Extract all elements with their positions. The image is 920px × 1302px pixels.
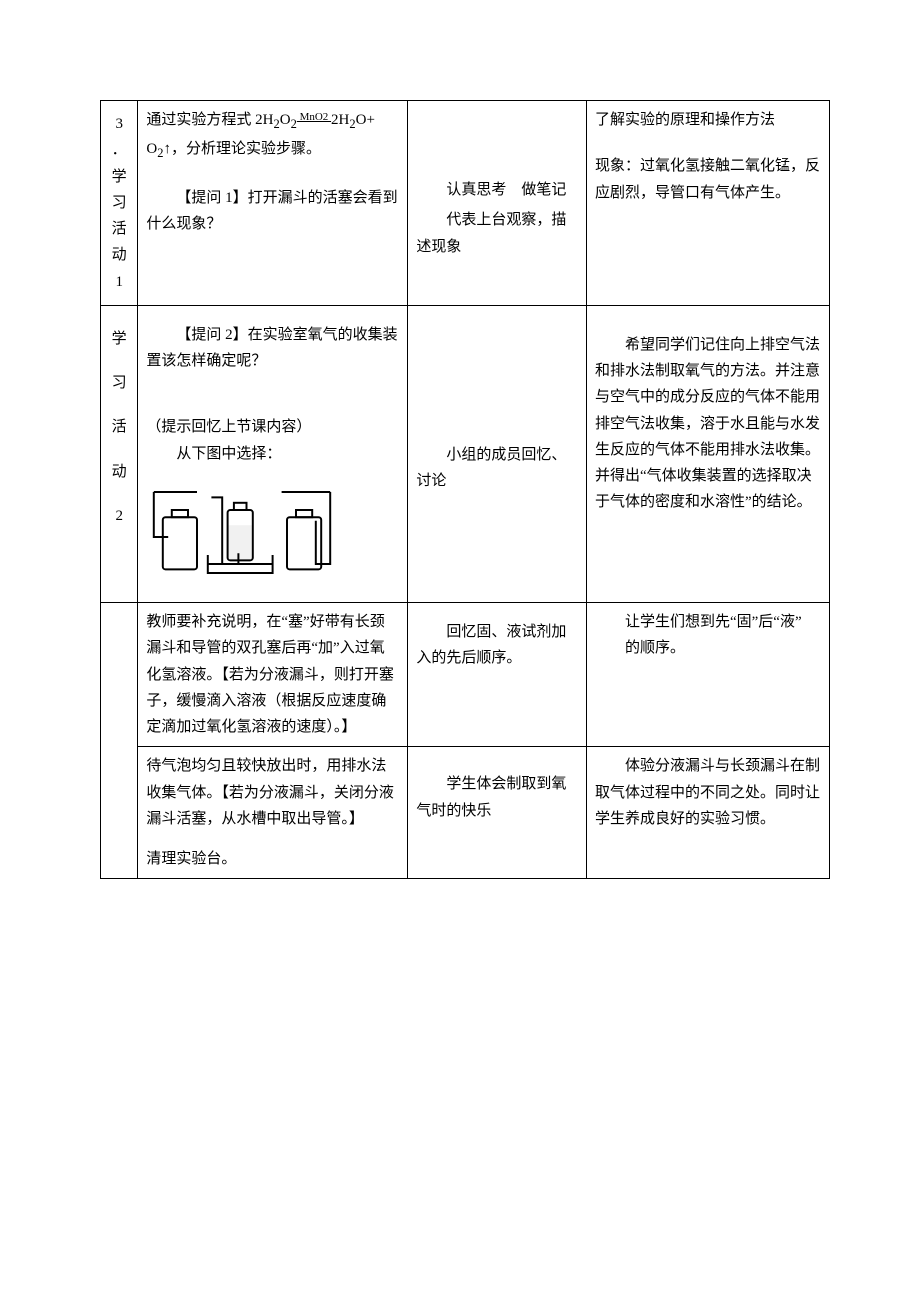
apparatus-diagram [152, 473, 332, 583]
hint-text: （提示回忆上节课内容） [146, 414, 399, 440]
label-char: 学 [105, 326, 133, 352]
spacer [416, 312, 578, 442]
eq-part: ↑，分析理论实验步骤。 [163, 141, 321, 157]
teacher-text: 教师要补充说明，在“塞”好带有长颈漏斗和导管的双孔塞后再“加”入过氧化氢溶液。【… [146, 609, 399, 740]
label-char: 活 [105, 216, 133, 242]
intent-text: 希望同学们记住向上排空气法和排水法制取氧气的方法。并注意与空气中的成分反应的气体… [595, 332, 821, 516]
intent-cell: 体验分液漏斗与长颈漏斗在制取气体过程中的不同之处。同时让学生养成良好的实验习惯。 [586, 747, 829, 879]
spacer [146, 312, 399, 322]
intent-text: 让学生们想到先“固”后“液” [595, 609, 821, 635]
student-cell: 认真思考 做笔记 代表上台观察，描述现象 [408, 101, 587, 306]
intent-cell: 了解实验的原理和操作方法 现象：过氧化氢接触二氧化锰，反应剧烈，导管口有气体产生… [586, 101, 829, 306]
spacer [416, 609, 578, 619]
eq-part: 2H [331, 112, 349, 128]
table-row: 3 ． 学 习 活 动 1 通过实验方程式 2H2O2 MnO2 2H2O+ O… [101, 101, 830, 306]
student-text: 代表上台观察，描述现象 [416, 207, 578, 260]
row-label: 3 ． 学 习 活 动 1 [101, 101, 138, 306]
row-label: 学 习 活 动 2 [101, 305, 138, 602]
eq-part: 通过实验方程式 2H [146, 112, 273, 128]
label-char: 活 [105, 414, 133, 440]
spacer [595, 312, 821, 332]
teacher-cell: 教师要补充说明，在“塞”好带有长颈漏斗和导管的双孔塞后再“加”入过氧化氢溶液。【… [138, 603, 408, 747]
teacher-text: 清理实验台。 [146, 846, 399, 872]
equation-text: 通过实验方程式 2H2O2 MnO2 2H2O+ O2↑，分析理论实验步骤。 [146, 107, 399, 165]
intent-text: 的顺序。 [595, 635, 821, 661]
label-char: 2 [105, 503, 133, 529]
table-row: 待气泡均匀且较快放出时，用排水法收集气体。【若为分液漏斗，关闭分液漏斗活塞，从水… [101, 747, 830, 879]
intent-text: 了解实验的原理和操作方法 [595, 107, 821, 133]
student-text: 小组的成员回忆、讨论 [416, 442, 578, 495]
eq-catalyst: MnO2 [297, 111, 331, 123]
student-text: 学生体会制取到氧气时的快乐 [416, 771, 578, 824]
row-label [101, 603, 138, 879]
spacer [146, 832, 399, 846]
teacher-text: 待气泡均匀且较快放出时，用排水法收集气体。【若为分液漏斗，关闭分液漏斗活塞，从水… [146, 753, 399, 832]
intent-text: 现象：过氧化氢接触二氧化锰，反应剧烈，导管口有气体产生。 [595, 153, 821, 206]
lesson-plan-table: 3 ． 学 习 活 动 1 通过实验方程式 2H2O2 MnO2 2H2O+ O… [100, 100, 830, 879]
spacer [146, 165, 399, 185]
table-row: 教师要补充说明，在“塞”好带有长颈漏斗和导管的双孔塞后再“加”入过氧化氢溶液。【… [101, 603, 830, 747]
spacer [416, 753, 578, 771]
student-text: 认真思考 做笔记 [416, 177, 578, 203]
page-container: 3 ． 学 习 活 动 1 通过实验方程式 2H2O2 MnO2 2H2O+ O… [0, 0, 920, 979]
label-char: 1 [105, 269, 133, 295]
label-char: 动 [105, 459, 133, 485]
table-row: 学 习 活 动 2 【提问 2】在实验室氧气的收集装置该怎样确定呢？ （提示回忆… [101, 305, 830, 602]
student-cell: 学生体会制取到氧气时的快乐 [408, 747, 587, 879]
student-cell: 回忆固、液试剂加入的先后顺序。 [408, 603, 587, 747]
question-text: 【提问 1】打开漏斗的活塞会看到什么现象？ [146, 185, 399, 238]
eq-part: O [280, 112, 291, 128]
label-char: 动 [105, 242, 133, 268]
label-char: 习 [105, 370, 133, 396]
intent-cell: 希望同学们记住向上排空气法和排水法制取氧气的方法。并注意与空气中的成分反应的气体… [586, 305, 829, 602]
label-char: 学 [105, 164, 133, 190]
student-cell: 小组的成员回忆、讨论 [408, 305, 587, 602]
student-text: 回忆固、液试剂加入的先后顺序。 [416, 619, 578, 672]
spacer [595, 206, 821, 236]
spacer [416, 107, 578, 177]
teacher-cell: 【提问 2】在实验室氧气的收集装置该怎样确定呢？ （提示回忆上节课内容） 从下图… [138, 305, 408, 602]
question-text: 【提问 2】在实验室氧气的收集装置该怎样确定呢？ [146, 322, 399, 375]
spacer [146, 374, 399, 414]
label-char: ． [105, 137, 133, 163]
intent-text: 体验分液漏斗与长颈漏斗在制取气体过程中的不同之处。同时让学生养成良好的实验习惯。 [595, 753, 821, 832]
teacher-cell: 待气泡均匀且较快放出时，用排水法收集气体。【若为分液漏斗，关闭分液漏斗活塞，从水… [138, 747, 408, 879]
label-char: 3 [105, 111, 133, 137]
intent-cell: 让学生们想到先“固”后“液” 的顺序。 [586, 603, 829, 747]
spacer [595, 133, 821, 153]
label-char: 习 [105, 190, 133, 216]
teacher-cell: 通过实验方程式 2H2O2 MnO2 2H2O+ O2↑，分析理论实验步骤。 【… [138, 101, 408, 306]
instruction-text: 从下图中选择： [146, 441, 399, 467]
